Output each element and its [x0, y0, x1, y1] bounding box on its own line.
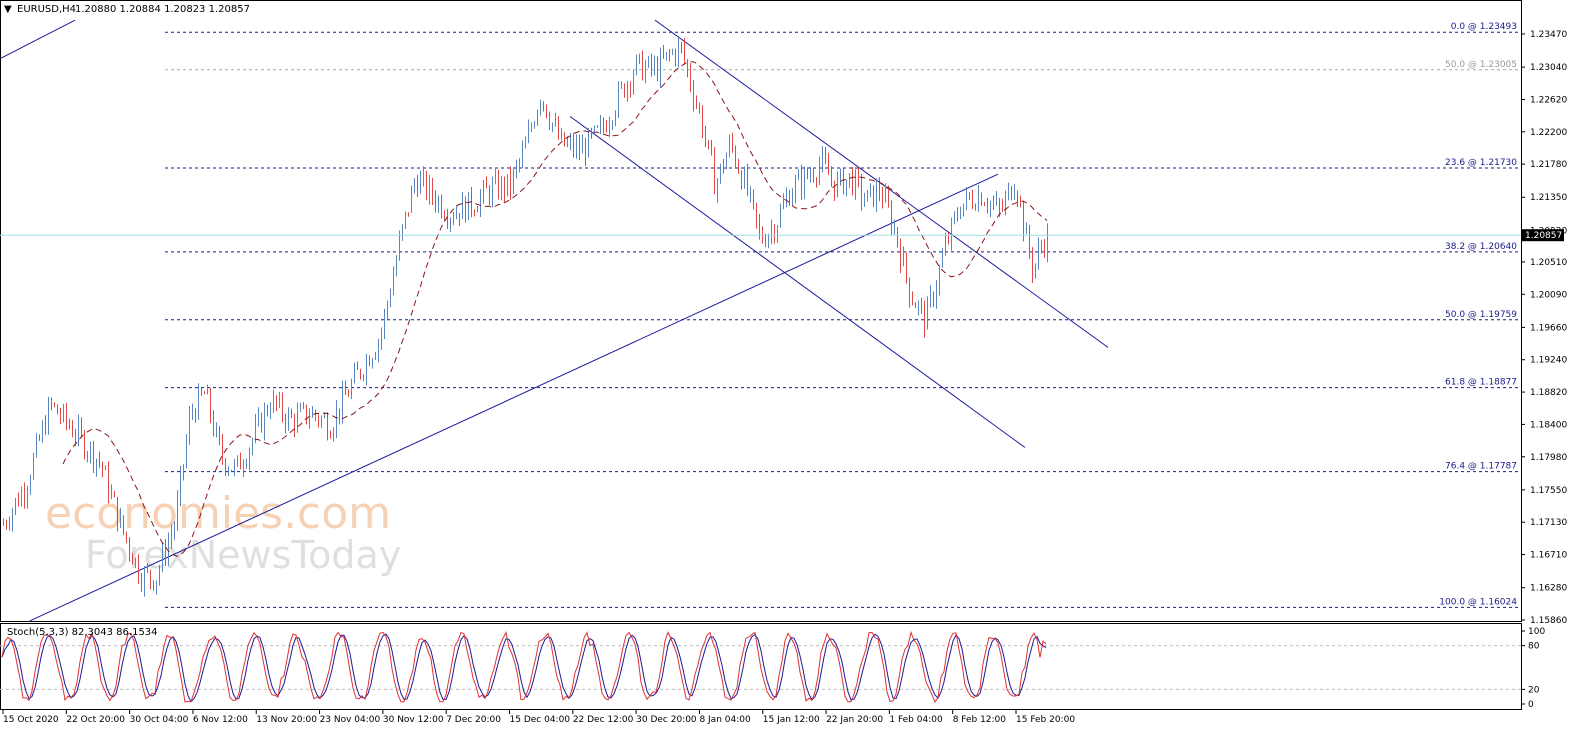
main-panel-frame — [0, 0, 1522, 622]
trendline — [569, 115, 1026, 448]
stoch-main-line — [1, 630, 1047, 703]
time-tick-label: 13 Nov 20:00 — [256, 715, 317, 725]
stochastic-oscillator — [0, 630, 1521, 703]
time-tick-label: 15 Jan 12:00 — [763, 715, 820, 725]
stoch-tick-label: 80 — [1528, 642, 1540, 652]
time-tick-label: 30 Nov 12:00 — [383, 715, 444, 725]
price-tick-label: 1.22620 — [1530, 95, 1567, 105]
chart-header-arrow[interactable]: ▼ — [4, 4, 12, 15]
price-tick-label: 1.19240 — [1530, 356, 1567, 366]
fib-level-label: 50.0 @ 1.23005 — [1445, 60, 1517, 70]
stoch-tick-label: 0 — [1528, 700, 1534, 710]
stoch-signal-line — [1, 633, 1047, 703]
price-tick-label: 1.17550 — [1530, 486, 1567, 496]
time-tick-label: 15 Dec 04:00 — [510, 715, 571, 725]
time-tick-label: 30 Oct 04:00 — [130, 715, 189, 725]
price-tick-label: 1.22200 — [1530, 128, 1567, 138]
stochastic-axis: 100 80 20 0 — [1521, 627, 1545, 710]
price-tick-label: 1.23040 — [1530, 63, 1567, 73]
fib-level-label: 76.4 @ 1.17787 — [1445, 462, 1517, 472]
time-tick-label: 22 Jan 20:00 — [826, 715, 883, 725]
symbol-label: EURUSD,H4 — [17, 4, 76, 15]
time-tick-label: 7 Dec 20:00 — [446, 715, 501, 725]
time-tick-label: 30 Dec 20:00 — [636, 715, 697, 725]
price-tick-label: 1.19660 — [1530, 323, 1567, 333]
price-tick-label: 1.18400 — [1530, 420, 1567, 430]
price-axis: 1.23470 1.23040 1.22620 1.22200 1.21780 1.213… — [1521, 30, 1567, 626]
current-price-box — [1522, 229, 1564, 242]
trendline — [0, 19, 76, 60]
moving-average-line — [62, 61, 1048, 557]
time-tick-label: 1 Feb 04:00 — [889, 715, 943, 725]
time-tick-label: 8 Feb 12:00 — [953, 715, 1007, 725]
price-tick-label: 1.17130 — [1530, 518, 1567, 528]
price-tick-label: 1.18820 — [1530, 388, 1567, 398]
price-tick-label: 1.15860 — [1530, 616, 1567, 626]
trendline — [29, 173, 999, 622]
price-tick-label: 1.21780 — [1530, 160, 1567, 170]
time-tick-label: 8 Jan 04:00 — [699, 715, 751, 725]
stoch-tick-label: 100 — [1528, 627, 1545, 637]
price-tick-label: 1.17980 — [1530, 453, 1567, 463]
stoch-tick-label: 20 — [1528, 685, 1540, 695]
price-tick-label: 1.16280 — [1530, 584, 1567, 594]
stoch-label: Stoch(5,3,3) 82.3043 86.1534 — [7, 627, 158, 638]
ohlc-values: 1.20880 1.20884 1.20823 1.20857 — [75, 4, 250, 15]
time-tick-label: 22 Oct 20:00 — [66, 715, 125, 725]
time-tick-label: 23 Nov 04:00 — [320, 715, 381, 725]
fib-level-label: 23.6 @ 1.21730 — [1445, 158, 1517, 168]
price-tick-label: 1.21350 — [1530, 193, 1567, 203]
price-tick-label: 1.20090 — [1530, 290, 1567, 300]
watermark-line1: economies.com — [45, 488, 391, 539]
time-tick-label: 6 Nov 12:00 — [193, 715, 248, 725]
fib-level-label: 61.8 @ 1.18877 — [1445, 378, 1517, 388]
watermark-line2: ForexNewsToday — [85, 533, 401, 577]
fib-level-label: 38.2 @ 1.20640 — [1445, 242, 1517, 252]
time-tick-label: 22 Dec 12:00 — [573, 715, 634, 725]
time-axis: 15 Oct 2020 22 Oct 20:00 30 Oct 04:00 6 Nov… — [2, 710, 1075, 725]
price-tick-label: 1.20510 — [1530, 258, 1567, 268]
price-tick-label: 1.16710 — [1530, 551, 1567, 561]
current-price-label: 1.20857 — [1525, 231, 1562, 241]
fib-level-label: 100.0 @ 1.16024 — [1439, 597, 1517, 607]
stoch-panel-frame — [0, 623, 1522, 710]
fib-level-label: 0.0 @ 1.23493 — [1451, 22, 1517, 32]
time-tick-label: 15 Oct 2020 — [3, 715, 59, 725]
fib-level-label: 50.0 @ 1.19759 — [1445, 310, 1517, 320]
time-tick-label: 15 Feb 20:00 — [1016, 715, 1075, 725]
candlesticks — [3, 35, 1048, 597]
price-tick-label: 1.23470 — [1530, 30, 1567, 40]
fibonacci-levels: 0.0 @ 1.23493 50.0 @ 1.23005 23.6 @ 1.2173… — [165, 22, 1521, 608]
